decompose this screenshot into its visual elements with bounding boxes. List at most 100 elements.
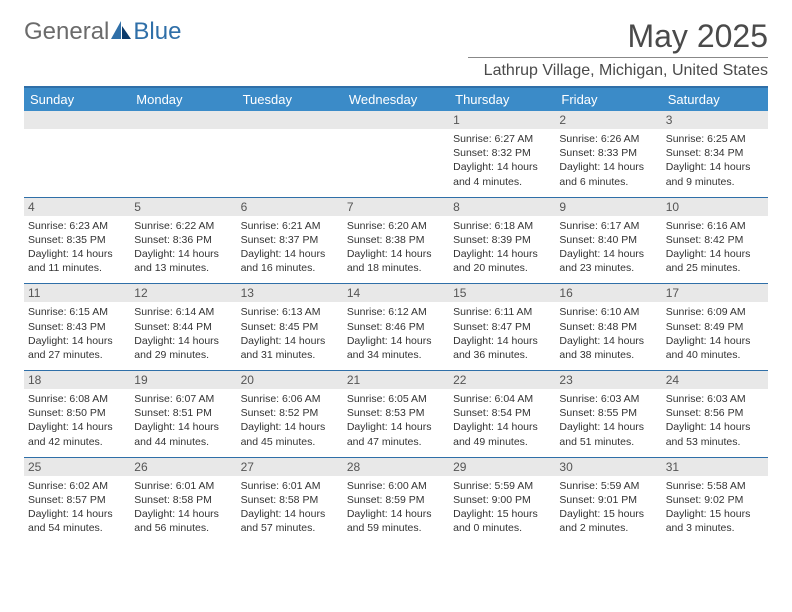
day-detail-line: Sunset: 8:45 PM: [241, 320, 339, 334]
day-detail-line: Daylight: 14 hours: [559, 334, 657, 348]
day-detail-line: Sunrise: 6:02 AM: [28, 479, 126, 493]
day-detail-line: Sunrise: 6:03 AM: [666, 392, 764, 406]
day-detail-line: and 51 minutes.: [559, 435, 657, 449]
weekday-tue: Tuesday: [237, 88, 343, 111]
day-cell: Sunrise: 6:03 AMSunset: 8:56 PMDaylight:…: [662, 389, 768, 457]
day-detail-line: Sunrise: 6:06 AM: [241, 392, 339, 406]
month-title: May 2025: [468, 18, 768, 55]
day-cell: Sunrise: 6:14 AMSunset: 8:44 PMDaylight:…: [130, 302, 236, 370]
day-detail-line: Daylight: 14 hours: [347, 247, 445, 261]
weekday-sun: Sunday: [24, 88, 130, 111]
date-number: 19: [130, 371, 236, 389]
date-number: 17: [662, 284, 768, 302]
day-detail-line: Daylight: 14 hours: [453, 160, 551, 174]
day-detail-line: Daylight: 14 hours: [453, 334, 551, 348]
day-detail-line: and 29 minutes.: [134, 348, 232, 362]
day-detail-line: Daylight: 14 hours: [666, 160, 764, 174]
title-block: May 2025 Lathrup Village, Michigan, Unit…: [468, 18, 768, 80]
day-cell: Sunrise: 6:21 AMSunset: 8:37 PMDaylight:…: [237, 216, 343, 284]
day-cell: Sunrise: 6:17 AMSunset: 8:40 PMDaylight:…: [555, 216, 661, 284]
day-detail-line: and 42 minutes.: [28, 435, 126, 449]
day-detail-line: Sunrise: 5:58 AM: [666, 479, 764, 493]
day-cell: Sunrise: 6:10 AMSunset: 8:48 PMDaylight:…: [555, 302, 661, 370]
day-detail-line: Daylight: 14 hours: [347, 420, 445, 434]
day-detail-line: Sunrise: 6:01 AM: [134, 479, 232, 493]
day-detail-line: Sunrise: 6:25 AM: [666, 132, 764, 146]
day-detail-line: Sunrise: 6:07 AM: [134, 392, 232, 406]
day-cell: [237, 129, 343, 197]
date-number: 6: [237, 198, 343, 216]
day-detail-line: Sunrise: 6:21 AM: [241, 219, 339, 233]
day-cell: Sunrise: 6:09 AMSunset: 8:49 PMDaylight:…: [662, 302, 768, 370]
day-detail-line: Daylight: 14 hours: [241, 507, 339, 521]
day-detail-line: Sunrise: 6:16 AM: [666, 219, 764, 233]
day-cell: Sunrise: 6:01 AMSunset: 8:58 PMDaylight:…: [237, 476, 343, 544]
day-cell: Sunrise: 6:23 AMSunset: 8:35 PMDaylight:…: [24, 216, 130, 284]
day-cell: [343, 129, 449, 197]
day-detail-line: and 49 minutes.: [453, 435, 551, 449]
date-number: 15: [449, 284, 555, 302]
day-detail-line: and 47 minutes.: [347, 435, 445, 449]
day-detail-line: Sunset: 8:51 PM: [134, 406, 232, 420]
day-detail-line: and 45 minutes.: [241, 435, 339, 449]
day-detail-line: Sunset: 8:40 PM: [559, 233, 657, 247]
day-detail-line: and 0 minutes.: [453, 521, 551, 535]
day-detail-line: Sunset: 8:47 PM: [453, 320, 551, 334]
day-detail-line: and 36 minutes.: [453, 348, 551, 362]
day-detail-line: Sunrise: 6:27 AM: [453, 132, 551, 146]
day-detail-line: Sunset: 8:54 PM: [453, 406, 551, 420]
date-number: 25: [24, 458, 130, 476]
day-detail-line: Daylight: 14 hours: [134, 334, 232, 348]
day-detail-line: Sunrise: 6:01 AM: [241, 479, 339, 493]
day-detail-line: Sunrise: 6:20 AM: [347, 219, 445, 233]
day-detail-line: Sunset: 8:50 PM: [28, 406, 126, 420]
day-detail-line: Sunset: 8:34 PM: [666, 146, 764, 160]
date-number: 1: [449, 111, 555, 129]
day-cell: Sunrise: 6:15 AMSunset: 8:43 PMDaylight:…: [24, 302, 130, 370]
date-number: 3: [662, 111, 768, 129]
day-detail-line: Daylight: 14 hours: [559, 160, 657, 174]
day-cell: Sunrise: 6:16 AMSunset: 8:42 PMDaylight:…: [662, 216, 768, 284]
date-number: 13: [237, 284, 343, 302]
datenum-strip: 11121314151617: [24, 284, 768, 302]
day-detail-line: Daylight: 14 hours: [28, 334, 126, 348]
weekday-mon: Monday: [130, 88, 236, 111]
day-detail-line: Daylight: 14 hours: [453, 420, 551, 434]
day-detail-line: Sunrise: 6:15 AM: [28, 305, 126, 319]
content-strip: Sunrise: 6:08 AMSunset: 8:50 PMDaylight:…: [24, 389, 768, 457]
day-detail-line: and 34 minutes.: [347, 348, 445, 362]
day-detail-line: Sunrise: 6:18 AM: [453, 219, 551, 233]
day-cell: Sunrise: 6:11 AMSunset: 8:47 PMDaylight:…: [449, 302, 555, 370]
day-detail-line: Sunrise: 6:23 AM: [28, 219, 126, 233]
date-number: 23: [555, 371, 661, 389]
day-detail-line: Sunset: 8:36 PM: [134, 233, 232, 247]
day-detail-line: Daylight: 14 hours: [134, 420, 232, 434]
day-detail-line: and 27 minutes.: [28, 348, 126, 362]
datenum-strip: 45678910: [24, 198, 768, 216]
day-detail-line: Sunrise: 6:00 AM: [347, 479, 445, 493]
day-detail-line: and 2 minutes.: [559, 521, 657, 535]
day-cell: Sunrise: 6:00 AMSunset: 8:59 PMDaylight:…: [343, 476, 449, 544]
day-detail-line: and 9 minutes.: [666, 175, 764, 189]
datenum-strip: 25262728293031: [24, 458, 768, 476]
content-strip: Sunrise: 6:15 AMSunset: 8:43 PMDaylight:…: [24, 302, 768, 370]
day-detail-line: Sunset: 8:58 PM: [241, 493, 339, 507]
day-detail-line: Daylight: 14 hours: [453, 247, 551, 261]
day-detail-line: Sunset: 8:33 PM: [559, 146, 657, 160]
day-cell: Sunrise: 5:58 AMSunset: 9:02 PMDaylight:…: [662, 476, 768, 544]
day-detail-line: Daylight: 14 hours: [241, 247, 339, 261]
date-number: [24, 111, 130, 129]
day-detail-line: Sunrise: 6:11 AM: [453, 305, 551, 319]
date-number: 31: [662, 458, 768, 476]
day-detail-line: and 56 minutes.: [134, 521, 232, 535]
date-number: 7: [343, 198, 449, 216]
day-detail-line: Sunrise: 6:03 AM: [559, 392, 657, 406]
weeks-container: 123Sunrise: 6:27 AMSunset: 8:32 PMDaylig…: [24, 111, 768, 543]
datenum-strip: 123: [24, 111, 768, 129]
day-detail-line: Sunset: 8:58 PM: [134, 493, 232, 507]
day-detail-line: Daylight: 14 hours: [28, 507, 126, 521]
weekday-sat: Saturday: [662, 88, 768, 111]
day-detail-line: Sunset: 8:42 PM: [666, 233, 764, 247]
day-cell: Sunrise: 6:07 AMSunset: 8:51 PMDaylight:…: [130, 389, 236, 457]
date-number: 24: [662, 371, 768, 389]
